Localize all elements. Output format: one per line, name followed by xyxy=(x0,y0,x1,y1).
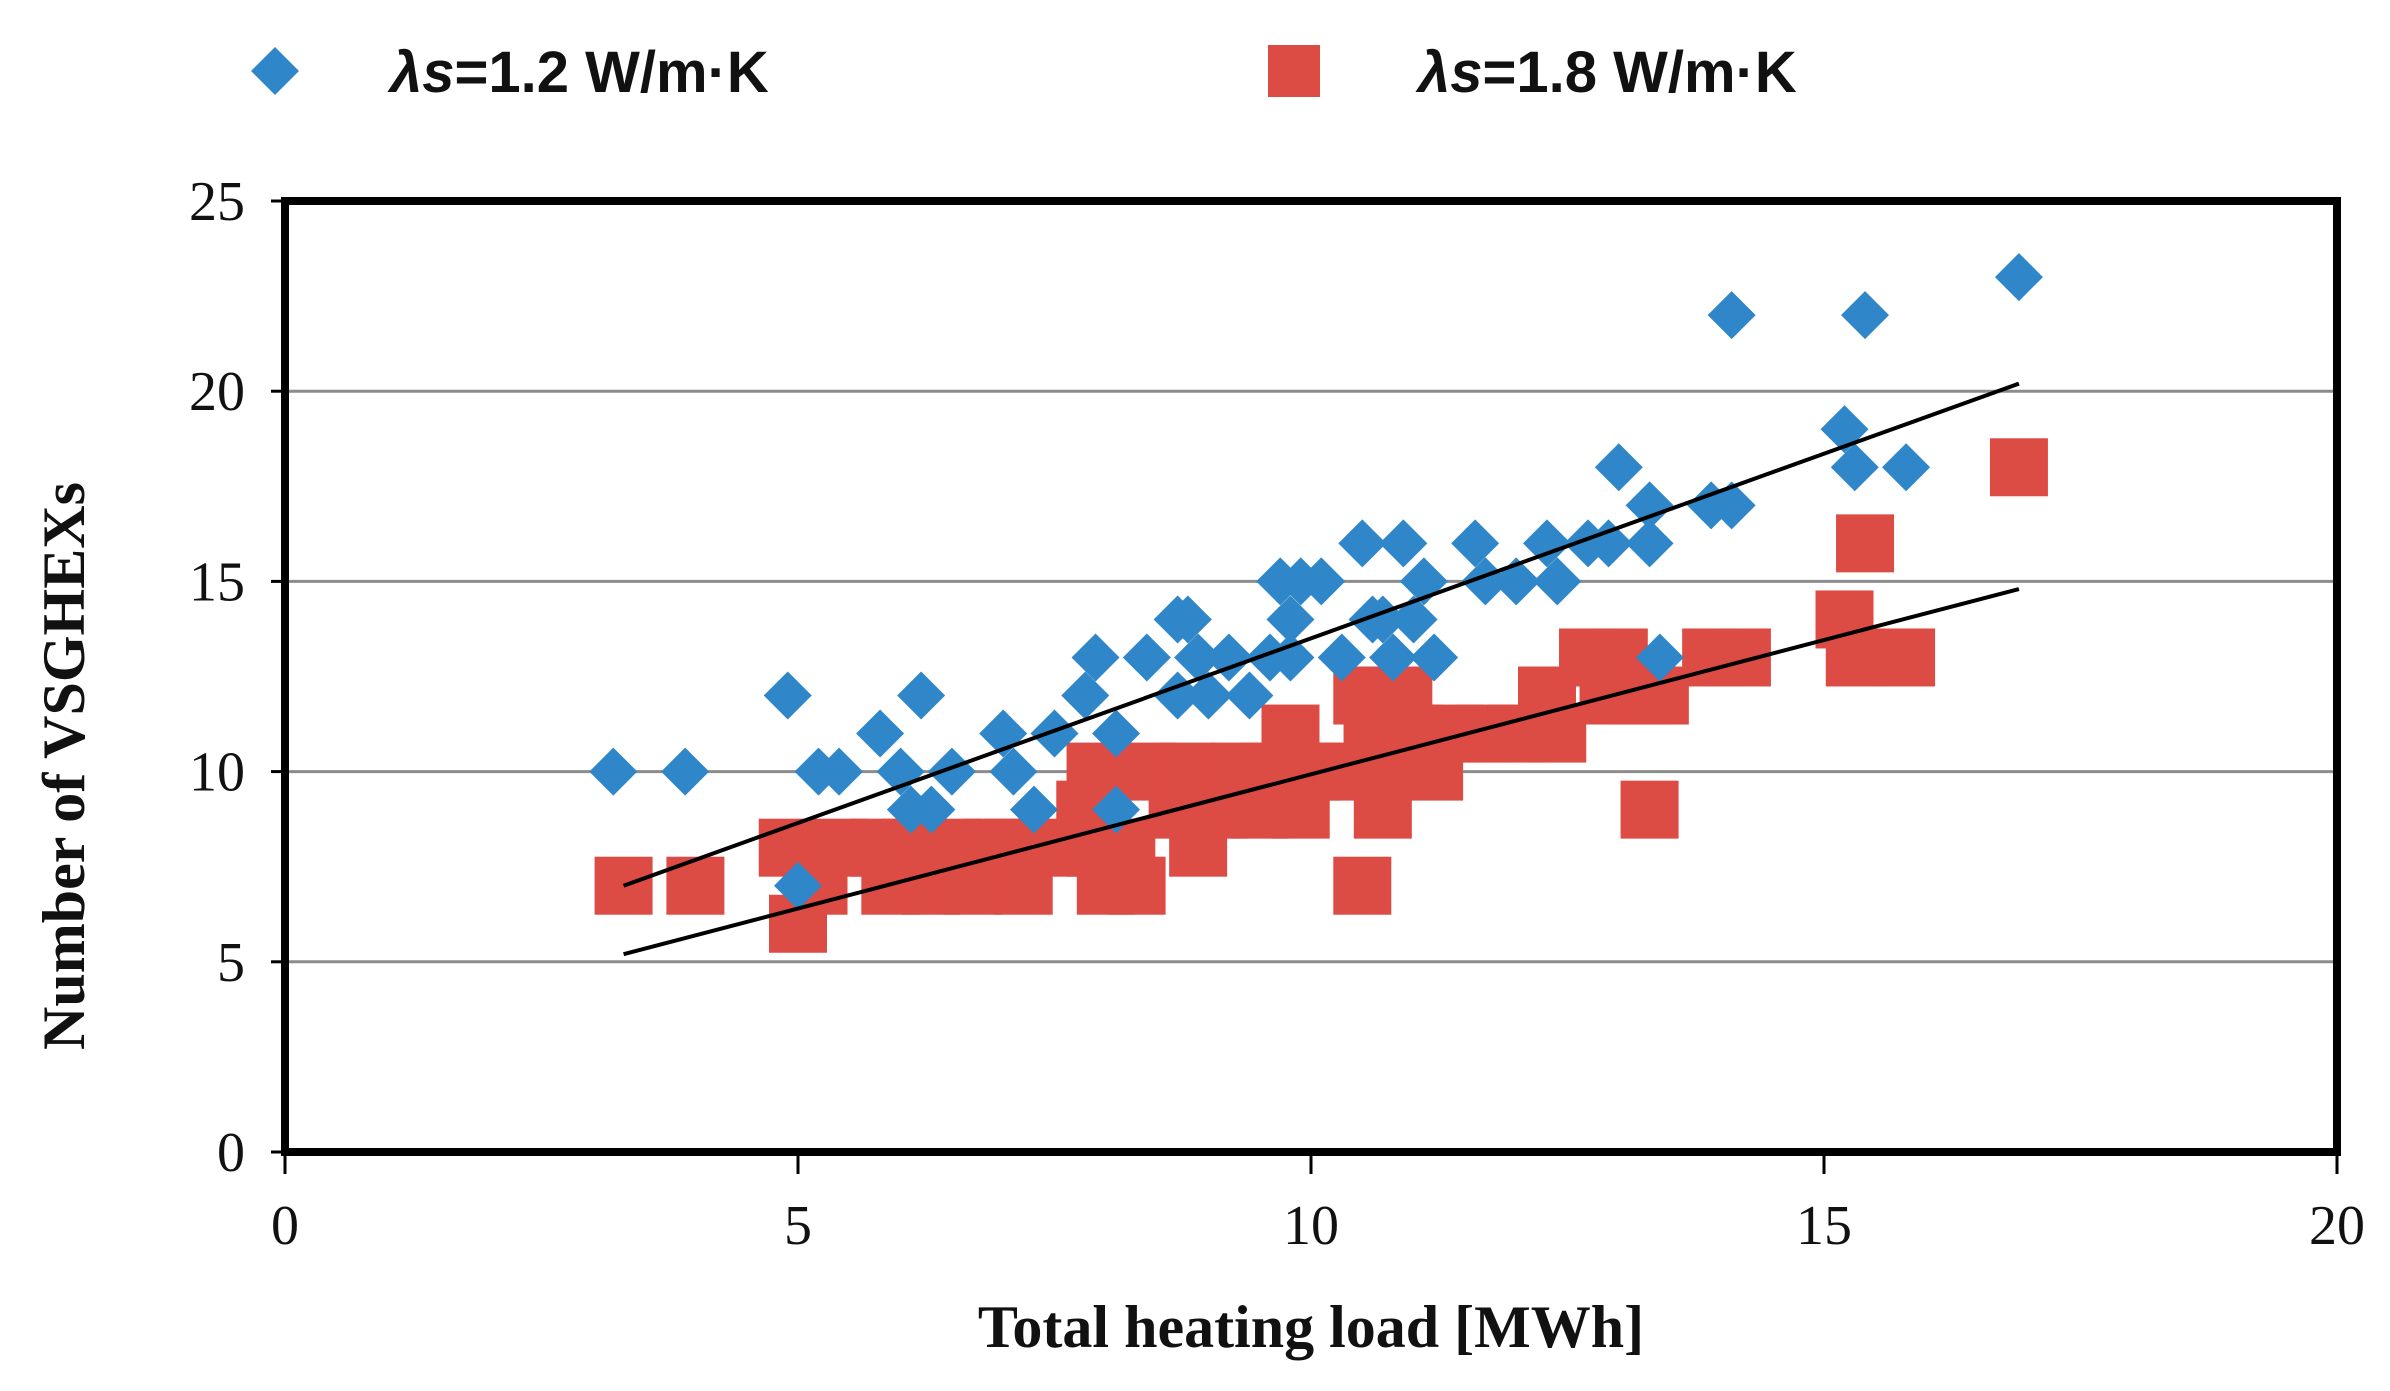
series-1-point-44 xyxy=(1522,519,1571,568)
y-tick-label-25: 25 xyxy=(189,171,245,233)
series-2-point-59 xyxy=(1989,438,2048,497)
series-1-point-10 xyxy=(886,785,935,834)
series-1-point-15 xyxy=(1061,671,1110,720)
legend-marker-diamond xyxy=(251,47,299,95)
series-1-point-50 xyxy=(1625,519,1674,568)
series-2-point-58 xyxy=(1877,628,1936,687)
series-1-point-48 xyxy=(1594,443,1643,492)
y-tick-label-20: 20 xyxy=(189,361,245,423)
y-tick-label-15: 15 xyxy=(189,551,245,613)
series-1-point-23 xyxy=(1184,671,1233,720)
tick-labels: 0 5 10 15 20 25 0 5 10 15 20 xyxy=(189,171,2365,1257)
legend-label-series-2: λs=1.8 W/m·K xyxy=(1415,40,1797,105)
legend-item-series-2: λs=1.8 W/m·K xyxy=(1268,40,1797,105)
trendline-series-2 xyxy=(623,587,2020,957)
series-1-point-7 xyxy=(897,671,946,720)
series-1-point-40 xyxy=(1410,633,1459,682)
series-1-point-0 xyxy=(589,747,638,796)
series-1-point-24 xyxy=(1204,633,1253,682)
legend-item-series-1: λs=1.2 W/m·K xyxy=(251,40,769,105)
legend-symbol-series-2: λs xyxy=(1415,40,1483,105)
series-1-point-54 xyxy=(1707,291,1756,340)
series-1-point-33 xyxy=(1338,519,1387,568)
series-2-point-21 xyxy=(1107,856,1166,915)
x-tick-label-15: 15 xyxy=(1796,1195,1852,1257)
series-1-point-25 xyxy=(1225,671,1274,720)
x-axis-title: Total heating load [MWh] xyxy=(978,1294,1644,1360)
plot-frame xyxy=(281,197,2341,1156)
series-1-point-51 xyxy=(1635,633,1684,682)
series-1-point-36 xyxy=(1369,633,1418,682)
series-1-point-5 xyxy=(856,709,905,758)
series-1-point-57 xyxy=(1841,291,1890,340)
legend-marker-square xyxy=(1268,45,1320,97)
x-tick-label-0: 0 xyxy=(271,1195,299,1257)
series-1-point-59 xyxy=(1994,253,2043,302)
legend-text-series-2: =1.8 W/m·K xyxy=(1483,40,1797,105)
x-tick-label-10: 10 xyxy=(1283,1195,1339,1257)
y-tick-label-10: 10 xyxy=(189,742,245,804)
series-1-point-16 xyxy=(1071,633,1120,682)
series-1-points xyxy=(589,253,2043,910)
y-axis-title: Number of VSGHEXs xyxy=(31,482,97,1050)
legend-label-series-1: λs=1.2 W/m·K xyxy=(387,40,769,105)
y-tick-label-5: 5 xyxy=(217,932,245,994)
series-1-point-20 xyxy=(1163,595,1212,644)
series-1-point-1 xyxy=(661,747,710,796)
series-1-point-60 xyxy=(774,861,822,910)
legend-diamond-shape xyxy=(251,47,299,95)
legend: λs=1.2 W/m·K λs=1.8 W/m·K xyxy=(251,40,1797,105)
series-1-point-30 xyxy=(1266,633,1315,682)
series-2-point-38 xyxy=(1353,780,1412,839)
series-1-point-32 xyxy=(1317,633,1366,682)
series-1-point-28 xyxy=(1266,595,1315,644)
series-1-point-47 xyxy=(1584,519,1633,568)
plot-area xyxy=(589,253,2048,953)
series-2-point-57 xyxy=(1836,514,1895,573)
series-1-point-14 xyxy=(1030,709,1079,758)
series-2-points xyxy=(594,438,2048,953)
series-1-point-18 xyxy=(1122,633,1171,682)
x-tick-label-20: 20 xyxy=(2309,1195,2365,1257)
series-1-point-17 xyxy=(1092,709,1141,758)
trendlines xyxy=(622,381,2020,957)
series-1-point-2 xyxy=(763,671,812,720)
x-tick-label-5: 5 xyxy=(784,1195,812,1257)
series-1-point-56 xyxy=(1830,443,1879,492)
series-1-point-41 xyxy=(1451,519,1500,568)
series-1-point-12 xyxy=(989,747,1038,796)
series-2-point-51 xyxy=(1620,780,1679,839)
series-1-point-45 xyxy=(1533,557,1582,606)
series-1-point-31 xyxy=(1297,557,1346,606)
series-1-point-13 xyxy=(1009,785,1058,834)
series-1-point-58 xyxy=(1882,443,1931,492)
y-tick-label-0: 0 xyxy=(217,1122,245,1184)
series-1-point-49 xyxy=(1625,481,1674,530)
series-1-point-4 xyxy=(815,747,864,796)
series-1-point-9 xyxy=(927,747,976,796)
legend-text-series-1: =1.2 W/m·K xyxy=(455,40,769,105)
series-1-point-21 xyxy=(1174,633,1223,682)
legend-symbol-series-1: λs xyxy=(387,40,455,105)
series-2-point-35 xyxy=(1333,856,1392,915)
trendline-series-1 xyxy=(622,381,2020,888)
legend-square-shape xyxy=(1268,45,1320,97)
series-1-point-37 xyxy=(1379,519,1428,568)
